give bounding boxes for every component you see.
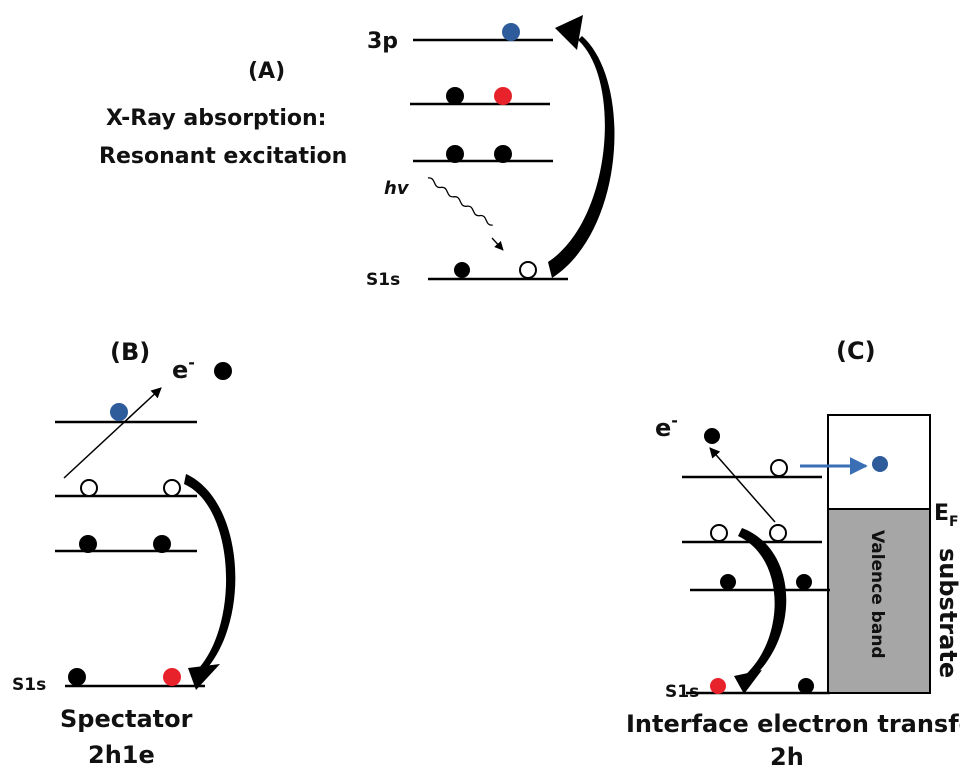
- photon-wave: [427, 177, 493, 226]
- level-s1s-label-a: S1s: [366, 270, 400, 290]
- electron-c-2: [796, 574, 812, 590]
- blue-electron-b: [110, 403, 128, 421]
- core-hole-a: [519, 261, 537, 279]
- panel-a-title-line2: Resonant excitation: [99, 144, 347, 169]
- emitted-electron-b: [214, 362, 232, 380]
- decay-arrow-b-head: [188, 664, 220, 690]
- electron-a-2: [446, 145, 464, 163]
- fermi-level-label: EF: [934, 501, 959, 530]
- emitted-electron-c: [704, 428, 720, 444]
- valence-band-box: [827, 508, 931, 694]
- panel-b-caption-line1: Spectator: [60, 705, 193, 733]
- panel-c: (C) e- e- EF S1s Interface electron tran…: [626, 337, 960, 771]
- panel-b-label: (B): [110, 338, 150, 366]
- hole-c-3: [769, 524, 787, 542]
- panel-c-caption-line2: 2h: [770, 743, 804, 771]
- excitation-arrow-body: [548, 36, 615, 278]
- panel-a-title-line1: X-Ray absorption:: [106, 106, 326, 131]
- hole-c-1: [770, 459, 788, 477]
- electron-b-1: [79, 535, 97, 553]
- valence-band-label: Valence band: [867, 530, 887, 659]
- panel-b-caption-line2: 2h1e: [88, 741, 155, 769]
- photon-arrowhead: [491, 237, 504, 251]
- emission-arrow-b: [63, 387, 162, 479]
- decay-arrow-c-head: [734, 670, 762, 694]
- electron-c-left-label: e-: [655, 411, 678, 442]
- decay-arrow-b-body: [184, 474, 236, 672]
- photon-label: hv: [384, 178, 410, 199]
- panel-c-label: (C): [836, 337, 876, 365]
- decay-arrow-c-body: [738, 528, 787, 682]
- red-electron-c: [710, 678, 726, 694]
- electron-b-label: e-: [172, 353, 195, 384]
- emission-arrow-c: [709, 447, 776, 523]
- level-3p-label: 3p: [367, 29, 398, 54]
- red-electron-b: [163, 668, 181, 686]
- red-electron-a: [494, 87, 512, 105]
- electron-c-3: [798, 678, 814, 694]
- panel-a: (A) X-Ray absorption: Resonant excitatio…: [99, 15, 615, 290]
- transferred-electron-c: [872, 456, 888, 472]
- level-s1s-label-c: S1s: [665, 682, 699, 702]
- excitation-arrow-head: [555, 15, 583, 50]
- panel-c-caption-line1: Interface electron transfer: [626, 710, 960, 738]
- level-s1s-label-b: S1s: [12, 675, 46, 695]
- electron-a-3: [494, 145, 512, 163]
- electron-b-3: [68, 668, 86, 686]
- electron-a-4: [454, 262, 470, 278]
- electron-a-1: [446, 87, 464, 105]
- electron-b-2: [153, 535, 171, 553]
- panel-a-label: (A): [248, 59, 285, 84]
- hole-b-1: [80, 479, 98, 497]
- electron-c-1: [720, 574, 736, 590]
- blue-electron-a: [502, 23, 520, 41]
- hole-b-2: [163, 479, 181, 497]
- panel-b: (B) e- S1s Spectator 2h1e: [12, 338, 236, 769]
- substrate-label: substrate: [934, 548, 960, 678]
- hole-c-2: [710, 524, 728, 542]
